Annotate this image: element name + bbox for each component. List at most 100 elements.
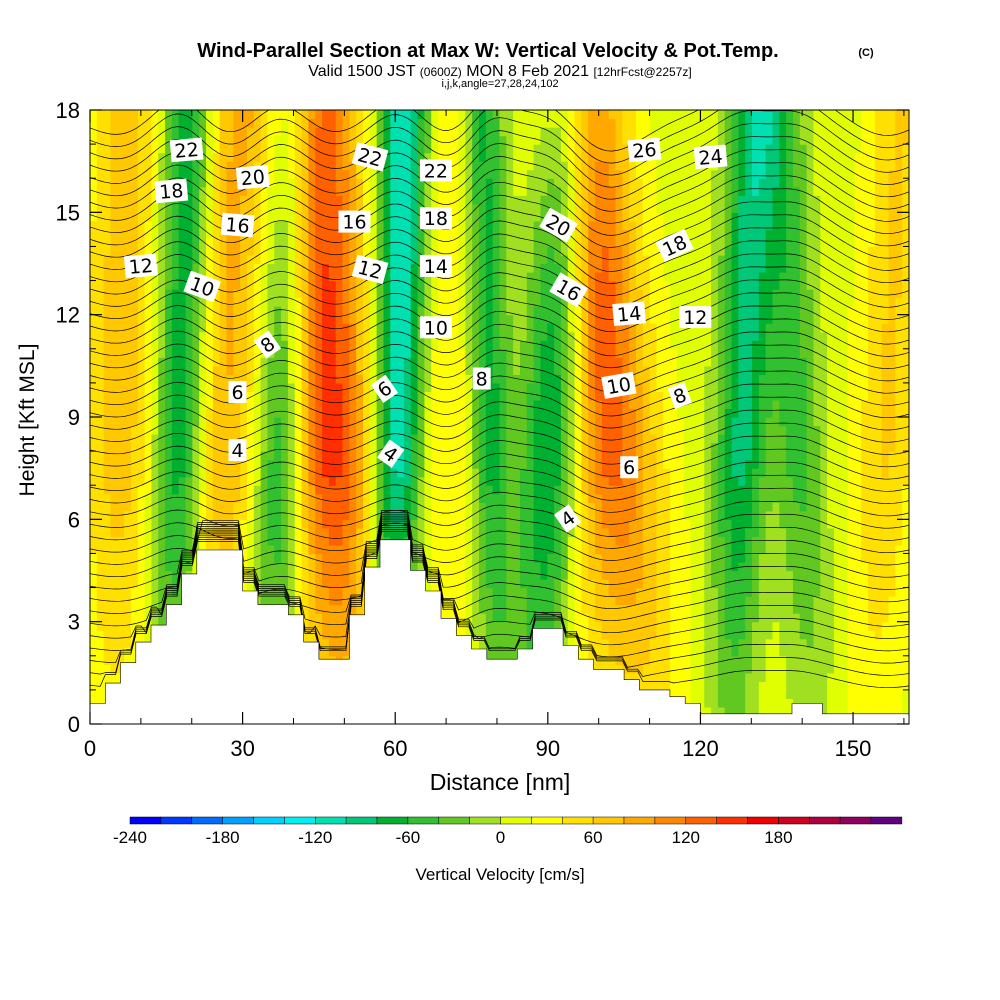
velocity-cell	[294, 579, 303, 589]
velocity-cell	[465, 587, 473, 597]
velocity-cell	[526, 434, 535, 444]
velocity-cell	[424, 178, 432, 188]
velocity-cell	[533, 340, 542, 350]
velocity-cell	[485, 331, 494, 341]
velocity-cell	[294, 289, 303, 299]
velocity-cell	[390, 280, 398, 290]
velocity-cell	[479, 280, 487, 290]
velocity-cell	[554, 357, 562, 367]
velocity-cell	[369, 485, 378, 495]
velocity-cell	[342, 527, 350, 537]
velocity-cell	[130, 169, 139, 179]
velocity-cell	[294, 468, 303, 478]
velocity-cell	[451, 237, 460, 248]
velocity-cell	[124, 638, 132, 648]
velocity-cell	[124, 306, 132, 316]
velocity-cell	[246, 357, 255, 367]
velocity-cell	[472, 510, 480, 520]
velocity-cell	[349, 459, 357, 469]
velocity-cell	[281, 289, 289, 299]
velocity-cell	[117, 553, 125, 563]
velocity-cell	[274, 331, 282, 341]
velocity-cell	[124, 442, 132, 452]
velocity-cell	[533, 485, 542, 495]
velocity-cell	[492, 579, 501, 589]
velocity-cell	[424, 110, 432, 120]
velocity-cell	[472, 596, 480, 606]
velocity-cell	[533, 280, 542, 290]
velocity-cell	[192, 306, 200, 316]
velocity-cell	[547, 476, 555, 486]
velocity-cell	[335, 246, 344, 256]
velocity-cell	[103, 434, 112, 444]
velocity-cell	[151, 152, 159, 162]
velocity-cell	[479, 425, 487, 435]
velocity-cell	[103, 604, 112, 614]
velocity-cell	[390, 357, 398, 367]
velocity-cell	[246, 579, 255, 589]
velocity-cell	[281, 417, 289, 427]
velocity-cell	[233, 374, 241, 384]
velocity-cell	[233, 314, 241, 324]
velocity-cell	[472, 331, 480, 341]
velocity-cell	[376, 323, 385, 333]
velocity-cell	[438, 365, 446, 375]
velocity-cell	[206, 408, 214, 418]
velocity-cell	[219, 297, 228, 307]
velocity-cell	[144, 579, 153, 589]
velocity-cell	[130, 519, 139, 529]
velocity-cell	[90, 399, 98, 410]
velocity-cell	[178, 434, 187, 444]
velocity-cell	[233, 297, 241, 307]
velocity-cell	[130, 220, 139, 230]
velocity-cell	[465, 485, 473, 495]
velocity-cell	[472, 442, 480, 452]
velocity-cell	[240, 110, 248, 120]
velocity-cell	[506, 561, 514, 572]
velocity-cell	[513, 408, 521, 418]
velocity-cell	[363, 561, 371, 572]
velocity-cell	[431, 408, 439, 418]
velocity-cell	[287, 502, 296, 512]
velocity-cell	[103, 579, 112, 589]
velocity-cell	[301, 553, 309, 563]
velocity-cell	[485, 399, 494, 410]
velocity-cell	[328, 263, 337, 273]
velocity-cell	[219, 186, 228, 196]
velocity-cell	[294, 161, 303, 171]
velocity-cell	[547, 357, 555, 367]
velocity-cell	[199, 476, 207, 486]
velocity-cell	[267, 220, 275, 230]
velocity-cell	[403, 399, 412, 410]
velocity-cell	[253, 306, 262, 316]
velocity-cell	[287, 527, 296, 537]
velocity-cell	[479, 237, 487, 248]
velocity-cell	[328, 314, 337, 324]
velocity-cell	[519, 544, 528, 555]
velocity-cell	[281, 553, 289, 563]
velocity-cell	[315, 468, 323, 478]
velocity-cell	[90, 596, 98, 606]
velocity-cell	[267, 263, 275, 273]
velocity-cell	[458, 544, 466, 555]
velocity-cell	[444, 127, 453, 137]
velocity-cell	[151, 374, 159, 384]
velocity-cell	[390, 340, 398, 350]
velocity-cell	[492, 169, 501, 179]
velocity-cell	[560, 579, 569, 589]
velocity-cell	[540, 357, 548, 367]
velocity-cell	[192, 493, 200, 503]
velocity-cell	[233, 161, 241, 171]
velocity-cell	[185, 348, 193, 358]
velocity-cell	[287, 195, 296, 205]
velocity-cell	[233, 135, 241, 145]
velocity-cell	[485, 340, 494, 350]
velocity-cell	[390, 152, 398, 162]
velocity-cell	[322, 220, 330, 230]
velocity-cell	[199, 110, 207, 120]
velocity-cell	[533, 502, 542, 512]
velocity-cell	[117, 169, 125, 179]
velocity-cell	[315, 459, 323, 469]
velocity-cell	[158, 374, 166, 384]
velocity-cell	[281, 408, 289, 418]
